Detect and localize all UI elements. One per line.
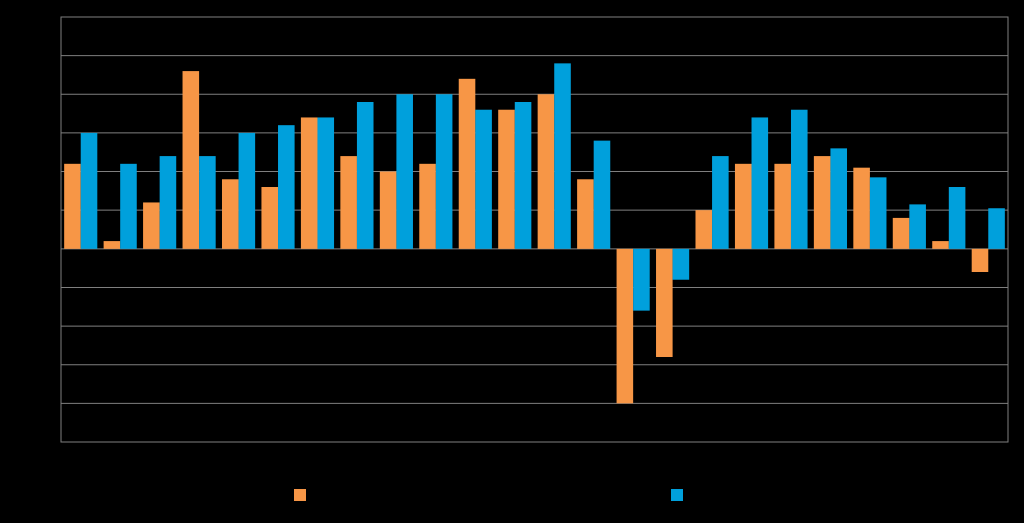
bar <box>514 102 532 249</box>
bar <box>396 94 413 249</box>
bar <box>751 117 769 249</box>
bar <box>80 132 98 249</box>
bar <box>616 248 634 404</box>
bar <box>143 202 160 249</box>
bar <box>554 63 571 249</box>
bar <box>774 163 791 249</box>
bar <box>498 109 515 249</box>
bar <box>159 156 177 249</box>
bar <box>356 102 374 249</box>
bar <box>419 163 436 249</box>
bar <box>892 217 910 249</box>
bar <box>120 163 137 249</box>
bar <box>593 140 611 249</box>
bar <box>221 179 239 249</box>
bar <box>379 171 397 249</box>
bar <box>971 248 989 272</box>
bar <box>458 78 476 249</box>
bar <box>435 94 453 249</box>
bar <box>853 167 870 249</box>
bar <box>712 156 729 249</box>
bar <box>633 248 650 311</box>
bar <box>278 125 295 249</box>
bar <box>830 148 848 249</box>
bar <box>790 109 808 249</box>
bar <box>656 248 673 357</box>
bar <box>261 187 279 249</box>
legend-swatch <box>671 489 683 501</box>
bar <box>103 241 121 249</box>
bar <box>537 94 555 249</box>
bar <box>475 109 492 249</box>
bar <box>869 177 887 249</box>
bar <box>988 208 1005 249</box>
bar <box>64 163 81 249</box>
bar <box>909 204 926 249</box>
bar <box>734 163 752 249</box>
bar <box>340 156 357 249</box>
bar <box>577 179 594 249</box>
bar <box>199 156 216 249</box>
bar <box>182 71 200 249</box>
bar <box>300 117 318 249</box>
legend-swatch <box>294 489 306 501</box>
bar <box>948 187 966 249</box>
bar <box>317 117 335 249</box>
bar <box>695 210 713 249</box>
bar <box>813 156 831 249</box>
bar <box>932 241 949 249</box>
bar <box>238 132 256 249</box>
bar <box>672 248 690 280</box>
